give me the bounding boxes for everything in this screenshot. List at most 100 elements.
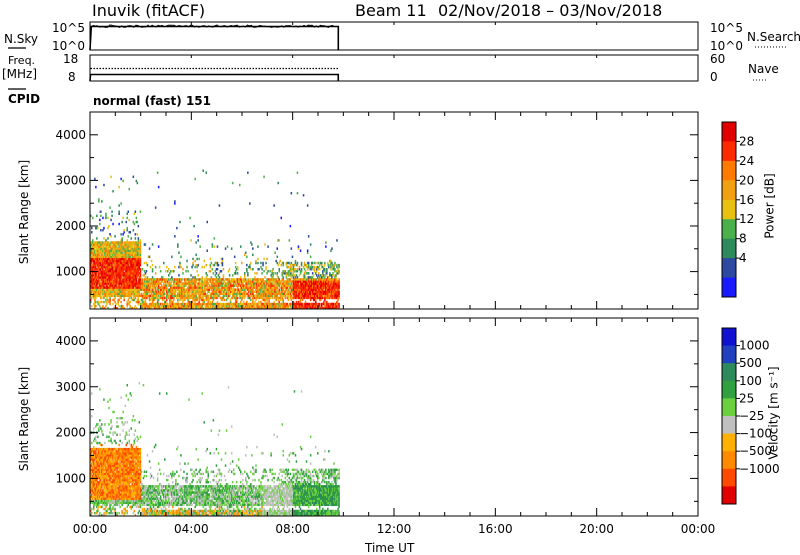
power-cell [118,204,120,206]
power-cell [95,297,97,299]
power-cell [152,243,154,245]
power-cell [105,217,107,219]
power-cell [170,270,172,272]
power-cell [117,301,119,303]
power-cell [140,239,142,241]
power-cell [288,293,290,295]
velocity-cell [101,485,103,487]
power-cell [121,237,123,239]
power-cell [120,202,122,204]
power-cell [123,297,125,299]
power-cell [218,264,220,266]
power-cell [128,211,130,213]
power-cell [134,213,136,215]
power-cell [146,270,148,272]
velocity-cell [109,512,111,514]
power-cell [250,268,252,270]
power-cell [136,217,138,219]
power-cell [180,256,182,258]
power-cell [180,266,182,268]
power-cell [149,256,151,258]
velocity-cell [100,425,102,427]
power-cell [308,272,310,274]
power-cell [140,268,142,270]
power-cell [261,272,263,274]
power-cell [101,297,103,299]
power-cell [291,262,293,264]
power-cell [235,262,237,264]
noise-nsky-line [90,27,338,51]
power-cell [308,262,310,264]
power-cell [95,186,97,188]
power-cell [329,297,331,299]
velocity-cell [96,456,98,458]
power-cell [110,219,112,221]
power-cell [314,268,316,270]
power-cell [195,254,197,256]
power-cell [331,262,333,264]
power-cell [163,262,165,264]
power-cell [177,245,179,247]
power-cell [221,270,223,272]
velocity-cell [93,508,95,510]
power-cell [265,262,267,264]
power-cell [155,266,157,268]
power-cell [247,172,249,174]
power-cell [250,262,252,264]
power-cell [263,270,265,272]
power-cell [234,284,236,286]
power-cell [246,256,248,258]
power-cell [231,247,233,249]
power-cell [165,270,167,272]
velocity-cell [98,506,100,508]
power-cell [217,262,219,264]
power-cell [292,256,294,258]
power-cell [115,303,117,305]
power-cell [265,268,267,270]
power-cell [283,262,285,264]
velocity-cell [103,489,105,491]
power-cell [232,182,234,184]
power-cell [265,266,267,268]
power-cell [196,258,198,260]
power-cell [318,262,320,264]
power-cell [127,227,129,229]
power-cell [319,268,321,270]
power-cell [249,202,251,204]
power-cell [264,243,266,245]
power-cell [222,264,224,266]
power-cell [92,217,94,219]
power-cell [186,266,188,268]
power-cell [112,223,114,225]
power-cell [316,274,318,276]
power-cell [130,231,132,233]
power-colorbar-tick-label: 24 [739,154,754,168]
power-cell [126,258,128,260]
power-cell [197,235,199,237]
power-cell [99,223,101,225]
velocity-cell [101,444,103,446]
power-cell [95,305,97,307]
velocity-cell [97,423,99,425]
power-cell [140,276,142,278]
power-cell [171,280,173,282]
velocity-cell [95,436,97,438]
power-cell [262,262,264,264]
power-cell [91,227,93,229]
power-cell [289,262,291,264]
power-cell [123,229,125,231]
power-cell [305,270,307,272]
power-cell [91,305,93,307]
power-cell [144,262,146,264]
velocity-cell [108,423,110,425]
power-cell [110,235,112,237]
power-cell [192,264,194,266]
power-cell [91,231,93,233]
power-cell [168,268,170,270]
power-cell [336,278,338,280]
power-cell [237,272,239,274]
power-cell [273,204,275,206]
power-cell [254,272,256,274]
power-cell [338,297,340,299]
velocity-cell [103,398,105,400]
